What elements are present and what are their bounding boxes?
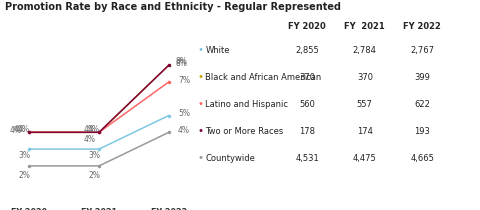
Text: 193: 193: [414, 127, 431, 136]
Text: 4,475: 4,475: [353, 154, 377, 163]
Text: Black and African American: Black and African American: [205, 73, 322, 82]
Text: FY  2021: FY 2021: [345, 22, 385, 31]
Text: Promotion Rate by Race and Ethnicity - Regular Represented: Promotion Rate by Race and Ethnicity - R…: [5, 2, 341, 12]
Text: 557: 557: [357, 100, 373, 109]
Text: 4,531: 4,531: [295, 154, 319, 163]
Text: 4%: 4%: [18, 125, 30, 134]
Text: 4%: 4%: [87, 125, 99, 134]
Text: 3%: 3%: [88, 151, 100, 160]
Text: •: •: [197, 72, 203, 82]
Text: 8%: 8%: [176, 59, 188, 68]
Text: 4%: 4%: [84, 125, 95, 134]
Text: Countywide: Countywide: [205, 154, 255, 163]
Text: 5%: 5%: [178, 109, 190, 118]
Text: 2,855: 2,855: [295, 46, 319, 55]
Text: •: •: [197, 99, 203, 109]
Text: •: •: [197, 153, 203, 163]
Text: 560: 560: [299, 100, 315, 109]
Text: 4%: 4%: [178, 126, 190, 135]
Text: 622: 622: [414, 100, 431, 109]
Text: 2,784: 2,784: [353, 46, 377, 55]
Text: FY 2022: FY 2022: [404, 22, 441, 31]
Text: 4%: 4%: [84, 135, 95, 144]
Text: 4%: 4%: [9, 126, 21, 135]
Text: 4%: 4%: [13, 125, 25, 134]
Text: FY 2020: FY 2020: [288, 22, 326, 31]
Text: Latino and Hispanic: Latino and Hispanic: [205, 100, 288, 109]
Text: •: •: [197, 45, 203, 55]
Text: 178: 178: [299, 127, 315, 136]
Text: White: White: [205, 46, 230, 55]
Text: 8%: 8%: [176, 57, 188, 66]
Text: 2%: 2%: [18, 171, 30, 180]
Text: 174: 174: [357, 127, 373, 136]
Text: 4,665: 4,665: [410, 154, 434, 163]
Text: 2,767: 2,767: [410, 46, 434, 55]
Text: 2%: 2%: [88, 171, 100, 180]
Text: 370: 370: [299, 73, 315, 82]
Text: 3%: 3%: [18, 151, 30, 160]
Text: 7%: 7%: [178, 76, 190, 85]
Text: 370: 370: [357, 73, 373, 82]
Text: 399: 399: [414, 73, 431, 82]
Text: •: •: [197, 126, 203, 136]
Text: Two or More Races: Two or More Races: [205, 127, 284, 136]
